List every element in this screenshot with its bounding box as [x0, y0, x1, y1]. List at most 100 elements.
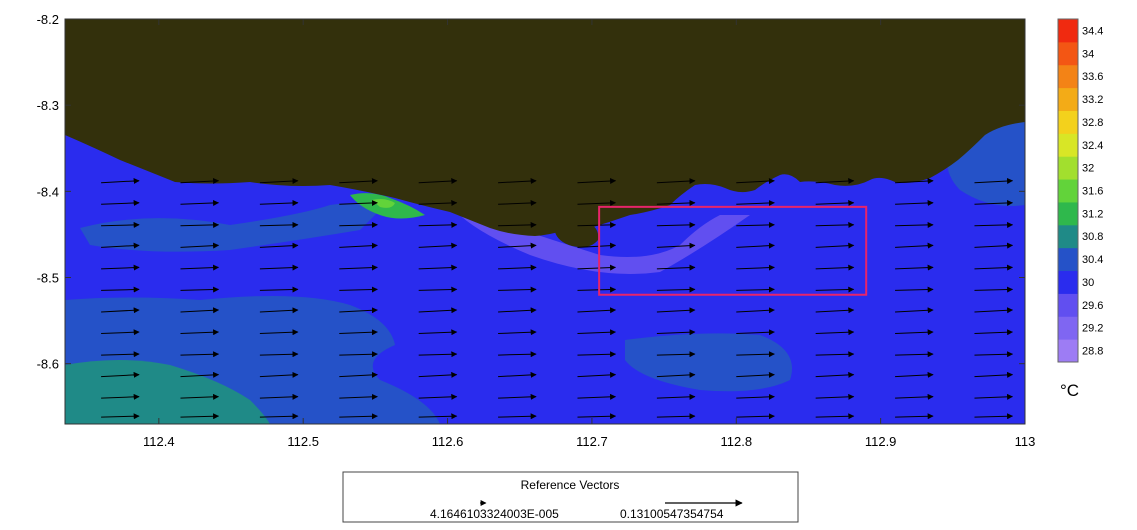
velocity-vector: [736, 199, 775, 206]
contour-29-6-bay: [450, 205, 750, 274]
velocity-vector: [577, 286, 617, 293]
velocity-vector: [895, 178, 934, 185]
velocity-vector: [180, 393, 220, 400]
velocity-vector: [736, 393, 775, 400]
y-tick-label: -8.6: [37, 357, 59, 372]
velocity-vector: [736, 307, 775, 314]
velocity-vector: [656, 286, 696, 293]
y-tick-label: -8.3: [37, 98, 59, 113]
colorbar-label: 31.6: [1082, 186, 1103, 198]
colorbar-swatch: [1058, 316, 1078, 340]
island: [555, 222, 599, 248]
velocity-vector: [418, 264, 458, 271]
velocity-vector: [259, 329, 299, 336]
velocity-vector: [577, 307, 617, 314]
velocity-vector: [339, 329, 378, 336]
velocity-vector: [815, 199, 855, 206]
colorbar-label: 32: [1082, 163, 1094, 175]
vector-field: [101, 178, 1014, 420]
velocity-vector: [418, 413, 458, 420]
velocity-vector: [974, 242, 1014, 249]
velocity-vector: [498, 351, 537, 358]
colorbar-swatch: [1058, 293, 1078, 317]
velocity-vector: [895, 307, 934, 314]
velocity-vector: [974, 264, 1014, 271]
colorbar-swatch: [1058, 201, 1078, 226]
velocity-vector: [577, 329, 617, 336]
velocity-vector: [101, 393, 140, 400]
velocity-vector: [895, 264, 934, 271]
velocity-vector: [577, 178, 617, 185]
velocity-vector: [339, 199, 378, 206]
velocity-vector: [656, 329, 696, 336]
velocity-vector: [101, 286, 140, 293]
colorbar-label: 29.6: [1082, 300, 1103, 312]
x-tick-label: 112.8: [720, 434, 752, 449]
colorbar-swatch: [1058, 224, 1078, 249]
colorbar-label: 30.8: [1082, 231, 1103, 243]
velocity-vector: [418, 178, 458, 185]
study-area-box: [598, 205, 868, 296]
velocity-vector: [180, 242, 220, 249]
x-axis: 112.4 112.5 112.6 112.7 112.8 112.9 113: [143, 19, 1035, 449]
velocity-vector: [498, 264, 537, 271]
velocity-vector: [259, 242, 299, 249]
velocity-vector: [101, 413, 140, 420]
velocity-vector: [101, 199, 140, 206]
velocity-vector: [656, 351, 696, 358]
velocity-vector: [259, 178, 299, 185]
velocity-vector: [339, 307, 378, 314]
colorbar-swatch: [1058, 133, 1078, 157]
colorbar-label: 30: [1082, 277, 1094, 289]
velocity-vector: [577, 221, 617, 228]
velocity-vector: [498, 371, 537, 378]
velocity-vector: [101, 264, 140, 271]
velocity-vector: [895, 351, 934, 358]
velocity-vector: [339, 351, 378, 358]
velocity-vector: [498, 329, 537, 336]
colorbar-swatch: [1058, 87, 1078, 111]
velocity-vector: [974, 307, 1014, 314]
colorbar-swatch: [1058, 64, 1078, 89]
velocity-vector: [736, 242, 775, 249]
velocity-vector: [895, 329, 934, 336]
velocity-vector: [577, 371, 617, 378]
velocity-vector: [498, 221, 537, 228]
velocity-vector: [259, 351, 299, 358]
velocity-vector: [418, 351, 458, 358]
velocity-vector: [974, 178, 1014, 185]
velocity-vector: [498, 286, 537, 293]
x-tick-label: 112.9: [865, 434, 897, 449]
velocity-vector: [815, 286, 855, 293]
velocity-vector: [895, 286, 934, 293]
velocity-vector: [101, 307, 140, 314]
velocity-vector: [577, 413, 617, 420]
colorbar-label: 32.4: [1082, 140, 1103, 152]
velocity-vector: [656, 393, 696, 400]
velocity-vector: [418, 371, 458, 378]
velocity-vector: [974, 221, 1014, 228]
velocity-vector: [259, 286, 299, 293]
colorbar-unit: °C: [1060, 381, 1079, 400]
velocity-vector: [418, 307, 458, 314]
velocity-vector: [180, 329, 220, 336]
velocity-vector: [180, 413, 220, 420]
reference-vectors-legend: Reference Vectors 4.1646103324003E-005 0…: [342, 471, 799, 523]
velocity-vector: [339, 413, 378, 420]
velocity-vector: [974, 329, 1014, 336]
legend-box: [342, 471, 799, 523]
velocity-vector: [259, 413, 299, 420]
velocity-vector: [259, 221, 299, 228]
velocity-vector: [736, 371, 775, 378]
velocity-vector: [339, 393, 378, 400]
velocity-vector: [498, 393, 537, 400]
velocity-vector: [180, 286, 220, 293]
velocity-vector: [656, 221, 696, 228]
velocity-vector: [101, 221, 140, 228]
colorbar-label: 34: [1082, 48, 1094, 60]
velocity-vector: [498, 242, 537, 249]
velocity-vector: [259, 371, 299, 378]
velocity-vector: [101, 351, 140, 358]
y-tick-label: -8.4: [37, 184, 59, 199]
velocity-vector: [656, 307, 696, 314]
